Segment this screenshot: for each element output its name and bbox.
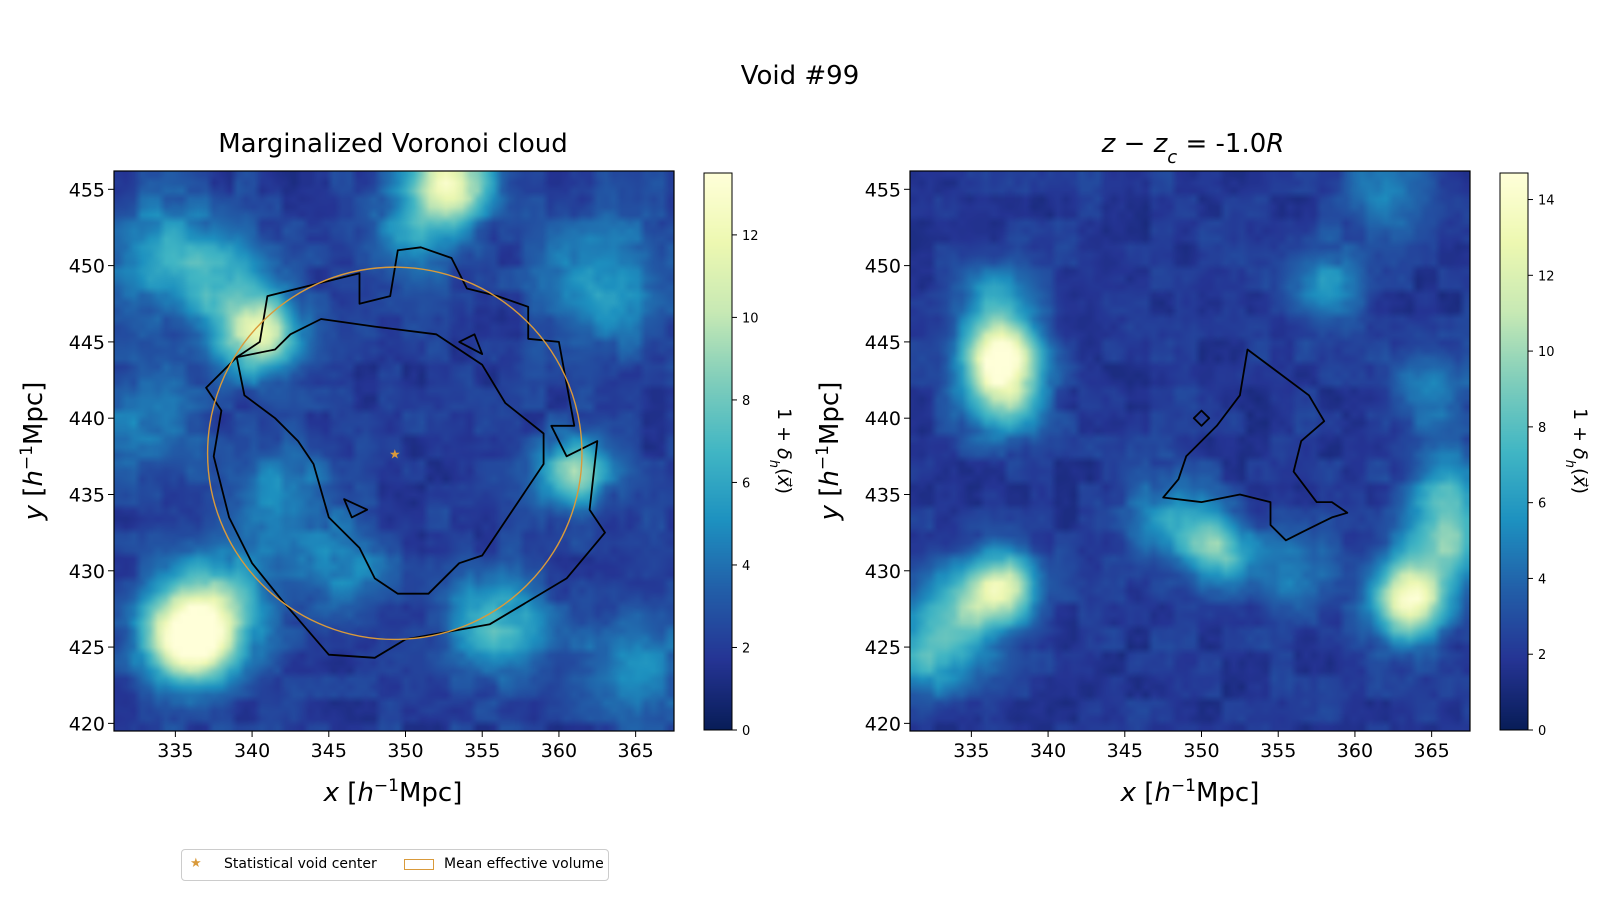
density-contour xyxy=(235,318,545,595)
x-tick-label: 360 xyxy=(541,740,577,762)
density-contour xyxy=(205,246,606,659)
legend: ★ Statistical void center Mean effective… xyxy=(181,849,609,881)
y-tick-label: 450 xyxy=(69,256,105,278)
colorbar-label: 1 + δh(x⃗) xyxy=(1563,408,1592,494)
plot-overlay xyxy=(1162,348,1349,542)
colorbar-tick-label: 6 xyxy=(742,476,750,491)
y-tick-label: 425 xyxy=(865,637,901,659)
x-tick-label: 345 xyxy=(1107,740,1143,762)
y-tick-label: 455 xyxy=(865,179,901,201)
effective-volume-circle xyxy=(206,266,583,641)
y-tick-label: 430 xyxy=(69,561,105,583)
x-tick-label: 355 xyxy=(464,740,500,762)
y-tick-label: 420 xyxy=(69,713,105,735)
panel-slice: z − zc = -1.0R 335 340 345 350 355 360 365 420… xyxy=(813,129,1591,808)
y-tick-label: 455 xyxy=(69,179,105,201)
x-tick-label: 365 xyxy=(618,740,654,762)
colorbar-label: 1 + δh(x⃗) xyxy=(767,408,796,494)
panel-marginalized: Marginalized Voronoi cloud ★ 335 340 345 35… xyxy=(17,129,795,808)
x-tick-label: 350 xyxy=(1183,740,1219,762)
colorbar-tick-label: 0 xyxy=(742,724,750,739)
colorbar-frame xyxy=(703,172,733,731)
y-axis: 420 425 430 435 440 445 450 455 xyxy=(865,179,910,735)
x-tick-label: 340 xyxy=(1030,740,1066,762)
colorbar-tick-label: 2 xyxy=(742,641,750,656)
colorbar-tick-label: 10 xyxy=(742,311,759,326)
colorbar-tick-label: 12 xyxy=(1538,269,1555,284)
y-tick-label: 435 xyxy=(865,484,901,506)
colorbar-tick-label: 0 xyxy=(1538,724,1546,739)
legend-label-effective-volume: Mean effective volume xyxy=(444,856,604,872)
x-tick-label: 335 xyxy=(157,740,193,762)
y-tick-label: 430 xyxy=(865,561,901,583)
colorbar-tick-label: 14 xyxy=(1538,194,1555,209)
y-tick-label: 445 xyxy=(865,332,901,354)
colorbar-tick-label: 2 xyxy=(1538,648,1546,663)
x-tick-label: 340 xyxy=(234,740,270,762)
colorbar-tick-label: 8 xyxy=(742,394,750,409)
x-axis-label: x [h−1Mpc] xyxy=(1120,776,1260,808)
y-tick-label: 440 xyxy=(865,408,901,430)
density-contour xyxy=(1192,409,1211,427)
legend-label-void-center: Statistical void center xyxy=(224,856,377,872)
colorbar-tick-label: 6 xyxy=(1538,497,1546,512)
colorbar-tick-label: 4 xyxy=(1538,572,1546,587)
colorbar-tick-label: 8 xyxy=(1538,421,1546,436)
x-axis-label: x [h−1Mpc] xyxy=(323,776,463,808)
rectangle-icon xyxy=(404,859,434,870)
y-axis-label: y [h−1Mpc] xyxy=(17,382,49,522)
heatmap xyxy=(910,171,1470,731)
y-tick-label: 425 xyxy=(69,637,105,659)
y-tick-label: 440 xyxy=(69,408,105,430)
colorbar-frame xyxy=(1499,172,1529,731)
x-axis: 335 340 345 350 355 360 365 xyxy=(953,731,1450,762)
x-axis: 335 340 345 350 355 360 365 xyxy=(157,731,654,762)
x-tick-label: 365 xyxy=(1414,740,1450,762)
density-contour xyxy=(458,333,484,355)
density-contour xyxy=(343,498,369,519)
y-axis-label: y [h−1Mpc] xyxy=(813,382,845,522)
colorbar-ticks: 0 2 4 6 8 10 12 14 xyxy=(1528,194,1555,739)
y-tick-label: 445 xyxy=(69,332,105,354)
x-tick-label: 350 xyxy=(387,740,423,762)
plot-overlay: ★ xyxy=(205,246,606,659)
axes-frame xyxy=(909,170,1471,732)
colorbar xyxy=(1500,173,1528,730)
star-icon: ★ xyxy=(190,856,202,871)
panel-title: Marginalized Voronoi cloud xyxy=(218,129,568,159)
density-contour xyxy=(1162,348,1349,542)
colorbar-tick-label: 12 xyxy=(742,229,759,244)
colorbar-tick-label: 4 xyxy=(742,559,750,574)
void-center-star: ★ xyxy=(389,447,401,462)
x-tick-label: 360 xyxy=(1337,740,1373,762)
colorbar-tick-label: 10 xyxy=(1538,345,1555,360)
axes-frame xyxy=(113,170,675,732)
figure-title: Void #99 xyxy=(741,61,860,91)
y-tick-label: 450 xyxy=(865,256,901,278)
colorbar xyxy=(704,173,732,730)
y-axis: 420 425 430 435 440 445 450 455 xyxy=(69,179,114,735)
y-tick-label: 435 xyxy=(69,484,105,506)
panel-title: z − zc = -1.0R xyxy=(1101,129,1285,168)
x-tick-label: 355 xyxy=(1260,740,1296,762)
x-tick-label: 335 xyxy=(953,740,989,762)
y-tick-label: 420 xyxy=(865,713,901,735)
x-tick-label: 345 xyxy=(311,740,347,762)
colorbar-ticks: 0 2 4 6 8 10 12 xyxy=(732,229,759,739)
